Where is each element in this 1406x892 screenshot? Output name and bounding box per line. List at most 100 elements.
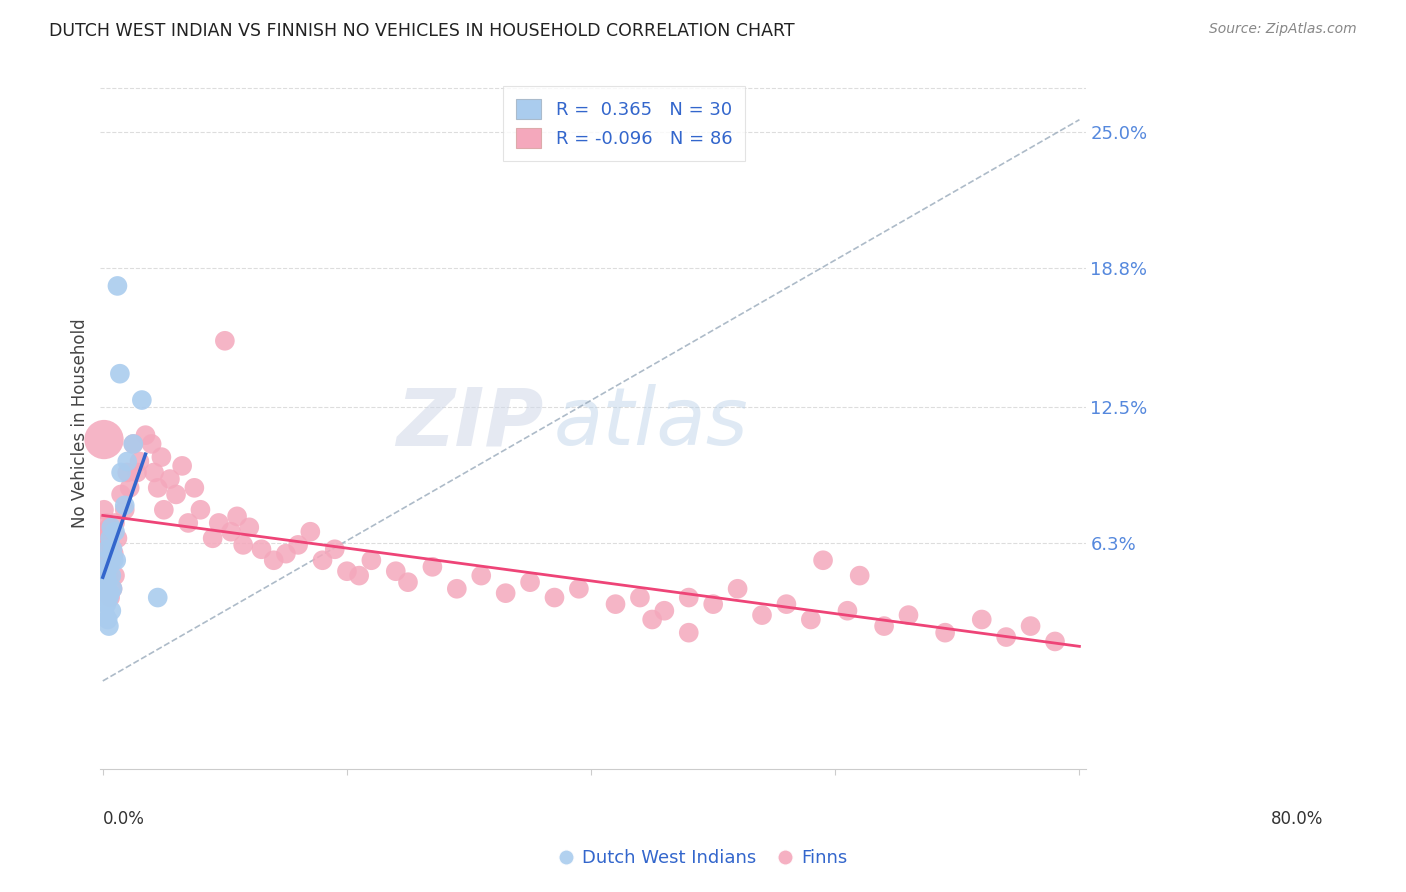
Point	[93, 433, 115, 447]
Point	[143, 466, 166, 480]
Point	[96, 597, 118, 611]
Point	[101, 582, 124, 596]
Point	[311, 553, 333, 567]
Point	[97, 591, 120, 605]
Point	[422, 559, 444, 574]
Text: ZIP: ZIP	[396, 384, 544, 462]
Point	[183, 481, 205, 495]
Point	[873, 619, 896, 633]
Point	[172, 458, 194, 473]
Point	[94, 564, 117, 578]
Point	[238, 520, 260, 534]
Point	[96, 553, 118, 567]
Point	[98, 586, 121, 600]
Point	[125, 466, 148, 480]
Point	[190, 502, 212, 516]
Point	[897, 608, 920, 623]
Point	[115, 466, 138, 480]
Point	[108, 367, 131, 381]
Point	[100, 553, 122, 567]
Point	[107, 531, 129, 545]
Point	[775, 597, 797, 611]
Point	[360, 553, 382, 567]
Point	[97, 568, 120, 582]
Point	[159, 472, 181, 486]
Point	[208, 516, 231, 530]
Point	[678, 625, 700, 640]
Point	[605, 597, 627, 611]
Point	[146, 591, 169, 605]
Point	[628, 591, 651, 605]
Point	[110, 487, 132, 501]
Point	[107, 279, 129, 293]
Point	[94, 582, 117, 596]
Point	[141, 437, 163, 451]
Point	[96, 553, 118, 567]
Legend: Dutch West Indians, Finns: Dutch West Indians, Finns	[551, 842, 855, 874]
Point	[104, 568, 127, 582]
Point	[323, 542, 346, 557]
Point	[93, 502, 115, 516]
Point	[103, 553, 125, 567]
Point	[702, 597, 724, 611]
Point	[165, 487, 187, 501]
Point	[568, 582, 591, 596]
Point	[104, 516, 127, 530]
Point	[1043, 634, 1066, 648]
Point	[97, 619, 120, 633]
Point	[219, 524, 242, 539]
Point	[93, 591, 115, 605]
Y-axis label: No Vehicles in Household: No Vehicles in Household	[72, 318, 89, 528]
Point	[100, 568, 122, 582]
Point	[299, 524, 322, 539]
Point	[96, 586, 118, 600]
Point	[134, 428, 156, 442]
Point	[654, 604, 676, 618]
Point	[1019, 619, 1042, 633]
Point	[97, 520, 120, 534]
Legend: R =  0.365   N = 30, R = -0.096   N = 86: R = 0.365 N = 30, R = -0.096 N = 86	[503, 87, 745, 161]
Point	[751, 608, 773, 623]
Point	[98, 531, 121, 545]
Point	[150, 450, 173, 464]
Point	[678, 591, 700, 605]
Text: 80.0%: 80.0%	[1271, 810, 1323, 828]
Point	[131, 392, 153, 407]
Point	[519, 575, 541, 590]
Point	[94, 608, 117, 623]
Point	[495, 586, 517, 600]
Point	[122, 437, 145, 451]
Point	[177, 516, 200, 530]
Point	[115, 454, 138, 468]
Point	[800, 613, 823, 627]
Point	[250, 542, 273, 557]
Point	[97, 559, 120, 574]
Point	[101, 524, 124, 539]
Point	[128, 454, 150, 468]
Point	[543, 591, 565, 605]
Text: 0.0%: 0.0%	[103, 810, 145, 828]
Point	[970, 613, 993, 627]
Point	[93, 542, 115, 557]
Point	[97, 575, 120, 590]
Text: DUTCH WEST INDIAN VS FINNISH NO VEHICLES IN HOUSEHOLD CORRELATION CHART: DUTCH WEST INDIAN VS FINNISH NO VEHICLES…	[49, 22, 794, 40]
Point	[103, 547, 125, 561]
Point	[396, 575, 419, 590]
Point	[811, 553, 834, 567]
Point	[104, 524, 127, 539]
Point	[263, 553, 285, 567]
Point	[100, 604, 122, 618]
Point	[98, 538, 121, 552]
Point	[641, 613, 664, 627]
Point	[101, 542, 124, 557]
Point	[98, 591, 121, 605]
Point	[96, 516, 118, 530]
Point	[118, 481, 141, 495]
Point	[727, 582, 749, 596]
Point	[837, 604, 859, 618]
Point	[336, 564, 359, 578]
Point	[101, 582, 124, 596]
Point	[97, 542, 120, 557]
Point	[470, 568, 492, 582]
Point	[214, 334, 236, 348]
